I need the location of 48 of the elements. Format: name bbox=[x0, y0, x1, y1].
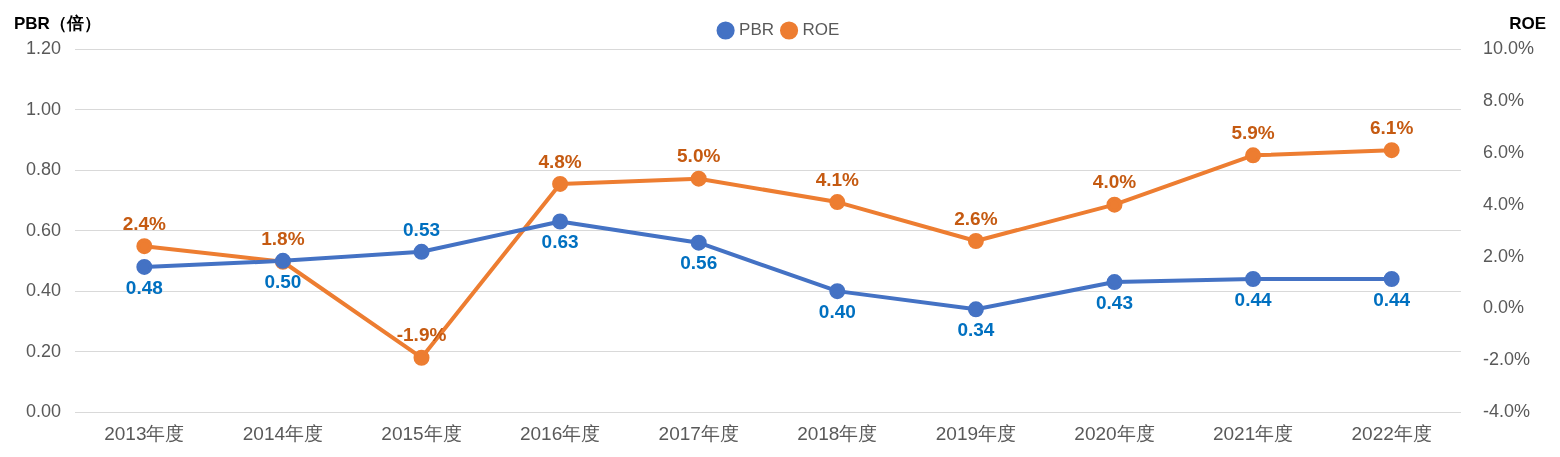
y2-axis-title: ROE bbox=[1509, 13, 1546, 33]
data-label: 2.4% bbox=[122, 212, 167, 234]
x-tick-label: 2019年度 bbox=[935, 422, 1017, 444]
data-label: 0.44 bbox=[1234, 288, 1272, 310]
legend-label: PBR bbox=[739, 20, 775, 40]
y2-tick-label: -2.0% bbox=[1482, 349, 1530, 370]
data-label: 0.50 bbox=[264, 270, 302, 292]
legend-label: ROE bbox=[802, 20, 840, 40]
data-label: 0.53 bbox=[403, 218, 441, 240]
data-label: 2.6% bbox=[954, 207, 998, 229]
data-label: 0.56 bbox=[680, 252, 718, 274]
y-axis-title: PBR（倍） bbox=[14, 13, 101, 33]
data-label: 0.43 bbox=[1095, 291, 1133, 313]
y2-tick-label: 6.0% bbox=[1482, 141, 1524, 162]
y2-tick-label: 4.0% bbox=[1482, 193, 1524, 214]
y-tick-label: 1.20 bbox=[25, 37, 62, 58]
data-label: 5.9% bbox=[1231, 122, 1275, 144]
x-tick-label: 2022年度 bbox=[1351, 422, 1432, 444]
x-tick-label: 2021年度 bbox=[1212, 422, 1294, 444]
data-label: 6.1% bbox=[1370, 116, 1414, 138]
data-label: 0.63 bbox=[541, 231, 579, 253]
data-label: 4.8% bbox=[538, 150, 582, 172]
y2-tick-label: -4.0% bbox=[1482, 401, 1530, 422]
data-label: 0.40 bbox=[818, 300, 856, 322]
x-tick-label: 2014年度 bbox=[242, 422, 324, 444]
y2-tick-label: 10.0% bbox=[1482, 37, 1535, 58]
y2-tick-label: 0.0% bbox=[1482, 297, 1524, 318]
y2-tick-label: 8.0% bbox=[1482, 89, 1524, 110]
data-label: 1.8% bbox=[261, 228, 305, 250]
y-tick-label: 0.20 bbox=[25, 340, 62, 361]
data-label: 0.48 bbox=[125, 276, 163, 298]
data-label: 4.0% bbox=[1092, 171, 1137, 193]
y-tick-label: 0.00 bbox=[25, 401, 62, 422]
x-tick-label: 2020年度 bbox=[1074, 422, 1155, 444]
data-label: 0.44 bbox=[1373, 288, 1411, 310]
x-tick-label: 2018年度 bbox=[797, 422, 878, 444]
x-tick-label: 2015年度 bbox=[381, 422, 462, 444]
x-tick-label: 2013年度 bbox=[104, 422, 185, 444]
data-label: 4.1% bbox=[815, 168, 860, 190]
y2-tick-label: 2.0% bbox=[1482, 245, 1524, 266]
x-tick-label: 2017年度 bbox=[658, 422, 739, 444]
y-tick-label: 0.40 bbox=[25, 280, 62, 301]
y-tick-label: 1.00 bbox=[25, 98, 62, 119]
data-label: 5.0% bbox=[677, 145, 721, 167]
y-tick-label: 0.80 bbox=[25, 159, 62, 180]
data-label: 0.34 bbox=[957, 319, 995, 341]
x-tick-label: 2016年度 bbox=[519, 422, 601, 444]
y-tick-label: 0.60 bbox=[25, 219, 62, 240]
